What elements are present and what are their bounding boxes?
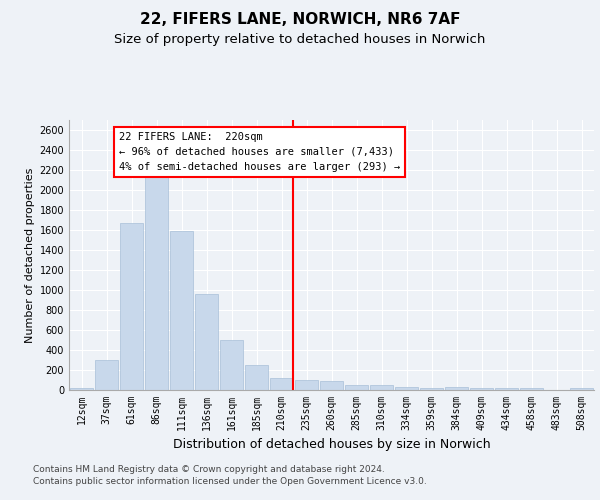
Bar bbox=[295, 380, 318, 390]
Text: Size of property relative to detached houses in Norwich: Size of property relative to detached ho… bbox=[115, 32, 485, 46]
Bar bbox=[495, 388, 518, 390]
Y-axis label: Number of detached properties: Number of detached properties bbox=[25, 168, 35, 342]
Bar bbox=[445, 387, 468, 390]
Bar bbox=[170, 231, 193, 390]
Text: 22, FIFERS LANE, NORWICH, NR6 7AF: 22, FIFERS LANE, NORWICH, NR6 7AF bbox=[140, 12, 460, 28]
Bar bbox=[420, 388, 443, 390]
Text: Contains public sector information licensed under the Open Government Licence v3: Contains public sector information licen… bbox=[33, 477, 427, 486]
Text: Contains HM Land Registry data © Crown copyright and database right 2024.: Contains HM Land Registry data © Crown c… bbox=[33, 465, 385, 474]
Bar bbox=[395, 386, 418, 390]
Bar bbox=[245, 365, 268, 390]
Text: 22 FIFERS LANE:  220sqm
← 96% of detached houses are smaller (7,433)
4% of semi-: 22 FIFERS LANE: 220sqm ← 96% of detached… bbox=[119, 132, 400, 172]
Bar bbox=[270, 378, 293, 390]
Bar bbox=[145, 176, 168, 390]
Bar bbox=[570, 388, 593, 390]
X-axis label: Distribution of detached houses by size in Norwich: Distribution of detached houses by size … bbox=[173, 438, 490, 452]
Bar bbox=[95, 360, 118, 390]
Bar bbox=[195, 294, 218, 390]
Bar bbox=[120, 223, 143, 390]
Bar bbox=[220, 340, 243, 390]
Bar bbox=[470, 388, 493, 390]
Bar bbox=[345, 385, 368, 390]
Bar bbox=[320, 380, 343, 390]
Bar bbox=[70, 388, 93, 390]
Bar bbox=[520, 388, 543, 390]
Bar bbox=[370, 385, 393, 390]
